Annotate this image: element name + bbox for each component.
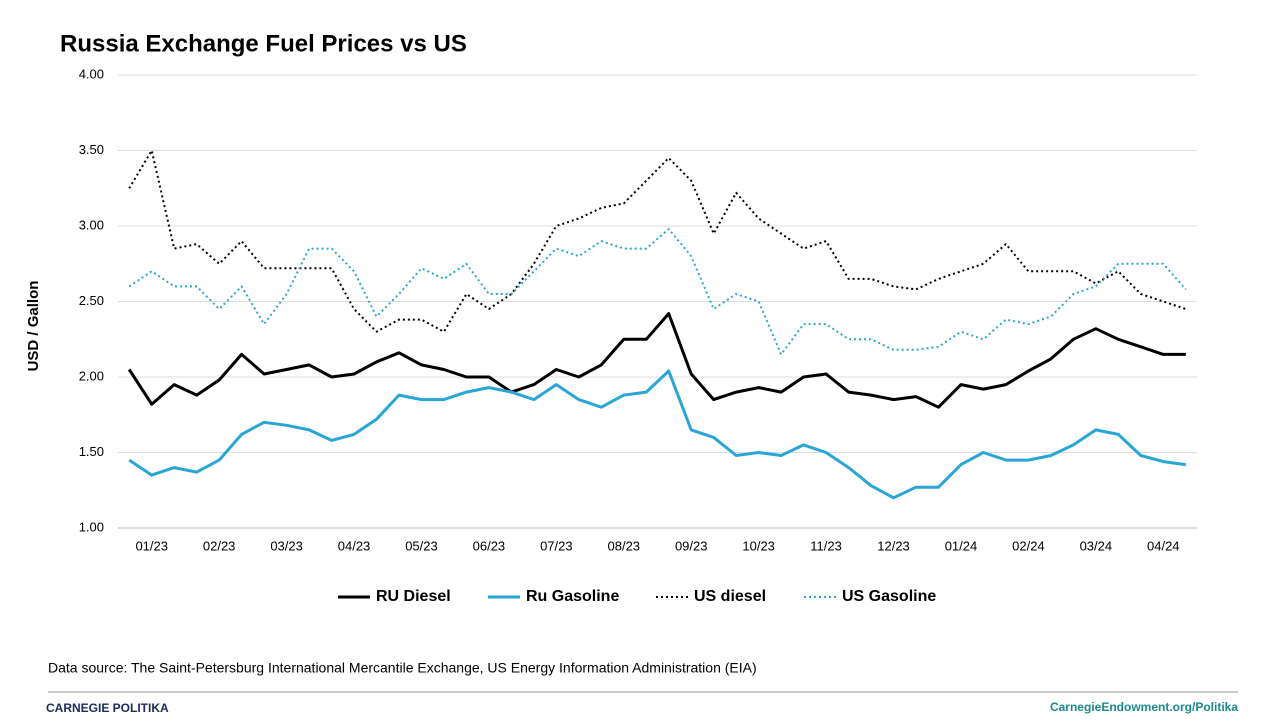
y-tick-label: 3.50 (79, 142, 104, 157)
y-tick-label: 2.00 (79, 368, 104, 383)
x-tick-label: 05/23 (405, 538, 438, 553)
y-tick-label: 1.50 (79, 444, 104, 459)
x-tick-label: 09/23 (675, 538, 708, 553)
legend-label: US diesel (694, 588, 766, 605)
line-series (128, 149, 1187, 333)
legend-label: Ru Gasoline (526, 588, 619, 605)
x-tick-label: 02/23 (203, 538, 236, 553)
x-tick-label: 06/23 (473, 538, 506, 553)
footer-brand: CARNEGIE POLITIKA (46, 701, 169, 715)
x-tick-label: 01/24 (945, 538, 978, 553)
line-series (127, 312, 1186, 409)
x-tick-label: 10/23 (742, 538, 775, 553)
x-tick-label: 01/23 (135, 538, 168, 553)
x-tick-label: 04/23 (338, 538, 371, 553)
y-tick-label: 4.00 (79, 66, 104, 81)
y-tick-label: 1.00 (79, 519, 104, 534)
line-series (128, 228, 1187, 356)
x-tick-label: 11/23 (810, 538, 842, 553)
x-tick-label: 07/23 (540, 538, 573, 553)
legend-label: US Gasoline (842, 588, 936, 605)
footer-link: CarnegieEndowment.org/Politika (1050, 700, 1238, 714)
source-note: Data source: The Saint-Petersburg Intern… (48, 660, 757, 676)
y-tick-label: 2.50 (79, 293, 104, 308)
x-tick-label: 08/23 (608, 538, 641, 553)
x-tick-label: 12/23 (877, 538, 910, 553)
x-tick-label: 03/24 (1080, 538, 1113, 553)
chart-title: Russia Exchange Fuel Prices vs US (60, 30, 467, 57)
x-tick-label: 03/23 (270, 538, 303, 553)
x-tick-label: 04/24 (1147, 538, 1180, 553)
y-tick-label: 3.00 (79, 217, 104, 232)
x-tick-label: 02/24 (1012, 538, 1045, 553)
line-series (128, 369, 1186, 500)
legend-label: RU Diesel (376, 588, 451, 605)
y-axis-label: USD / Gallon (25, 281, 42, 372)
